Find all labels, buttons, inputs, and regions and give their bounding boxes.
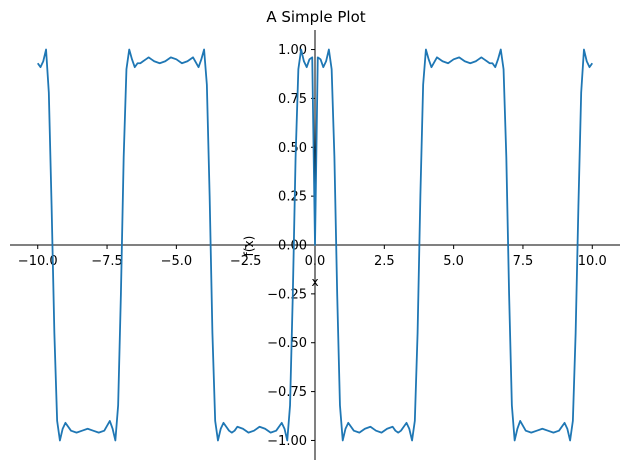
y-tick-label: 0.75 [278, 92, 307, 107]
x-axis-ticks: −10.0 −7.5 −5.0 −2.5 0.0 2.5 5.0 7.5 10.0 [18, 245, 607, 269]
x-tick-label: −7.5 [91, 254, 123, 269]
y-tick-label: 0.00 [278, 239, 307, 254]
x-tick-label: 2.5 [374, 254, 395, 269]
x-tick-label: −5.0 [161, 254, 193, 269]
y-axis-ticks: 1.000.750.500.250.00−0.25−0.50−0.75−1.00 [267, 43, 315, 449]
y-tick-label: 0.25 [278, 190, 307, 205]
x-axis-label: x [311, 275, 318, 289]
y-tick-label: 0.50 [278, 141, 307, 156]
series-layer [36, 48, 594, 442]
y-tick-label: −0.25 [267, 287, 307, 302]
x-tick-label: −10.0 [18, 254, 58, 269]
x-tick-label: 10.0 [578, 254, 607, 269]
y-tick-label: −0.75 [267, 385, 307, 400]
x-tick-label: −2.5 [230, 254, 262, 269]
x-tick-label: 5.0 [443, 254, 464, 269]
chart-title: A Simple Plot [266, 8, 365, 26]
y-tick-label: −1.00 [267, 434, 307, 449]
y-axis-label: f(x) [242, 236, 256, 257]
y-tick-label: −0.50 [267, 336, 307, 351]
x-tick-label: 0.0 [305, 254, 326, 269]
x-tick-label: 7.5 [513, 254, 534, 269]
series-line [36, 48, 594, 442]
